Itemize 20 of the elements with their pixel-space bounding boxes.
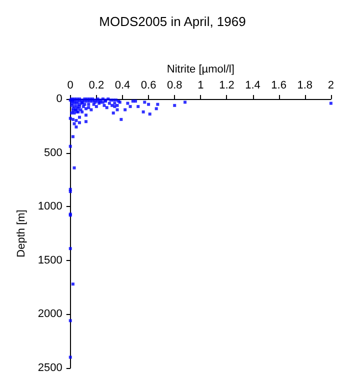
y-axis-title: Depth [m] [16, 210, 28, 258]
x-tick-label: 2 [328, 80, 334, 92]
y-tick-label: 500 [44, 146, 62, 159]
x-tick-label: 1 [198, 80, 204, 92]
x-tick-label: 0.6 [140, 80, 156, 92]
y-tick-label: 1000 [38, 200, 62, 213]
x-tick-label: 0.4 [114, 80, 130, 92]
x-tick-label: 0 [67, 80, 74, 92]
x-tick-label: 1.6 [271, 80, 286, 92]
chart-title: MODS2005 in April, 1969 [99, 14, 246, 29]
x-tick-label: 1.2 [219, 80, 234, 92]
y-tick-label: 2500 [38, 362, 62, 374]
x-tick-label: 0.2 [88, 80, 104, 92]
y-tick-label: 1500 [38, 254, 62, 266]
x-tick-label: 1.4 [245, 80, 260, 92]
x-tick-label: 0.8 [166, 80, 182, 92]
y-tick-label: 2000 [38, 308, 62, 320]
y-tick-label: 0 [56, 93, 62, 105]
x-axis-title: Nitrite [µmol/l] [166, 64, 234, 76]
x-tick-label: 1.8 [297, 80, 313, 92]
